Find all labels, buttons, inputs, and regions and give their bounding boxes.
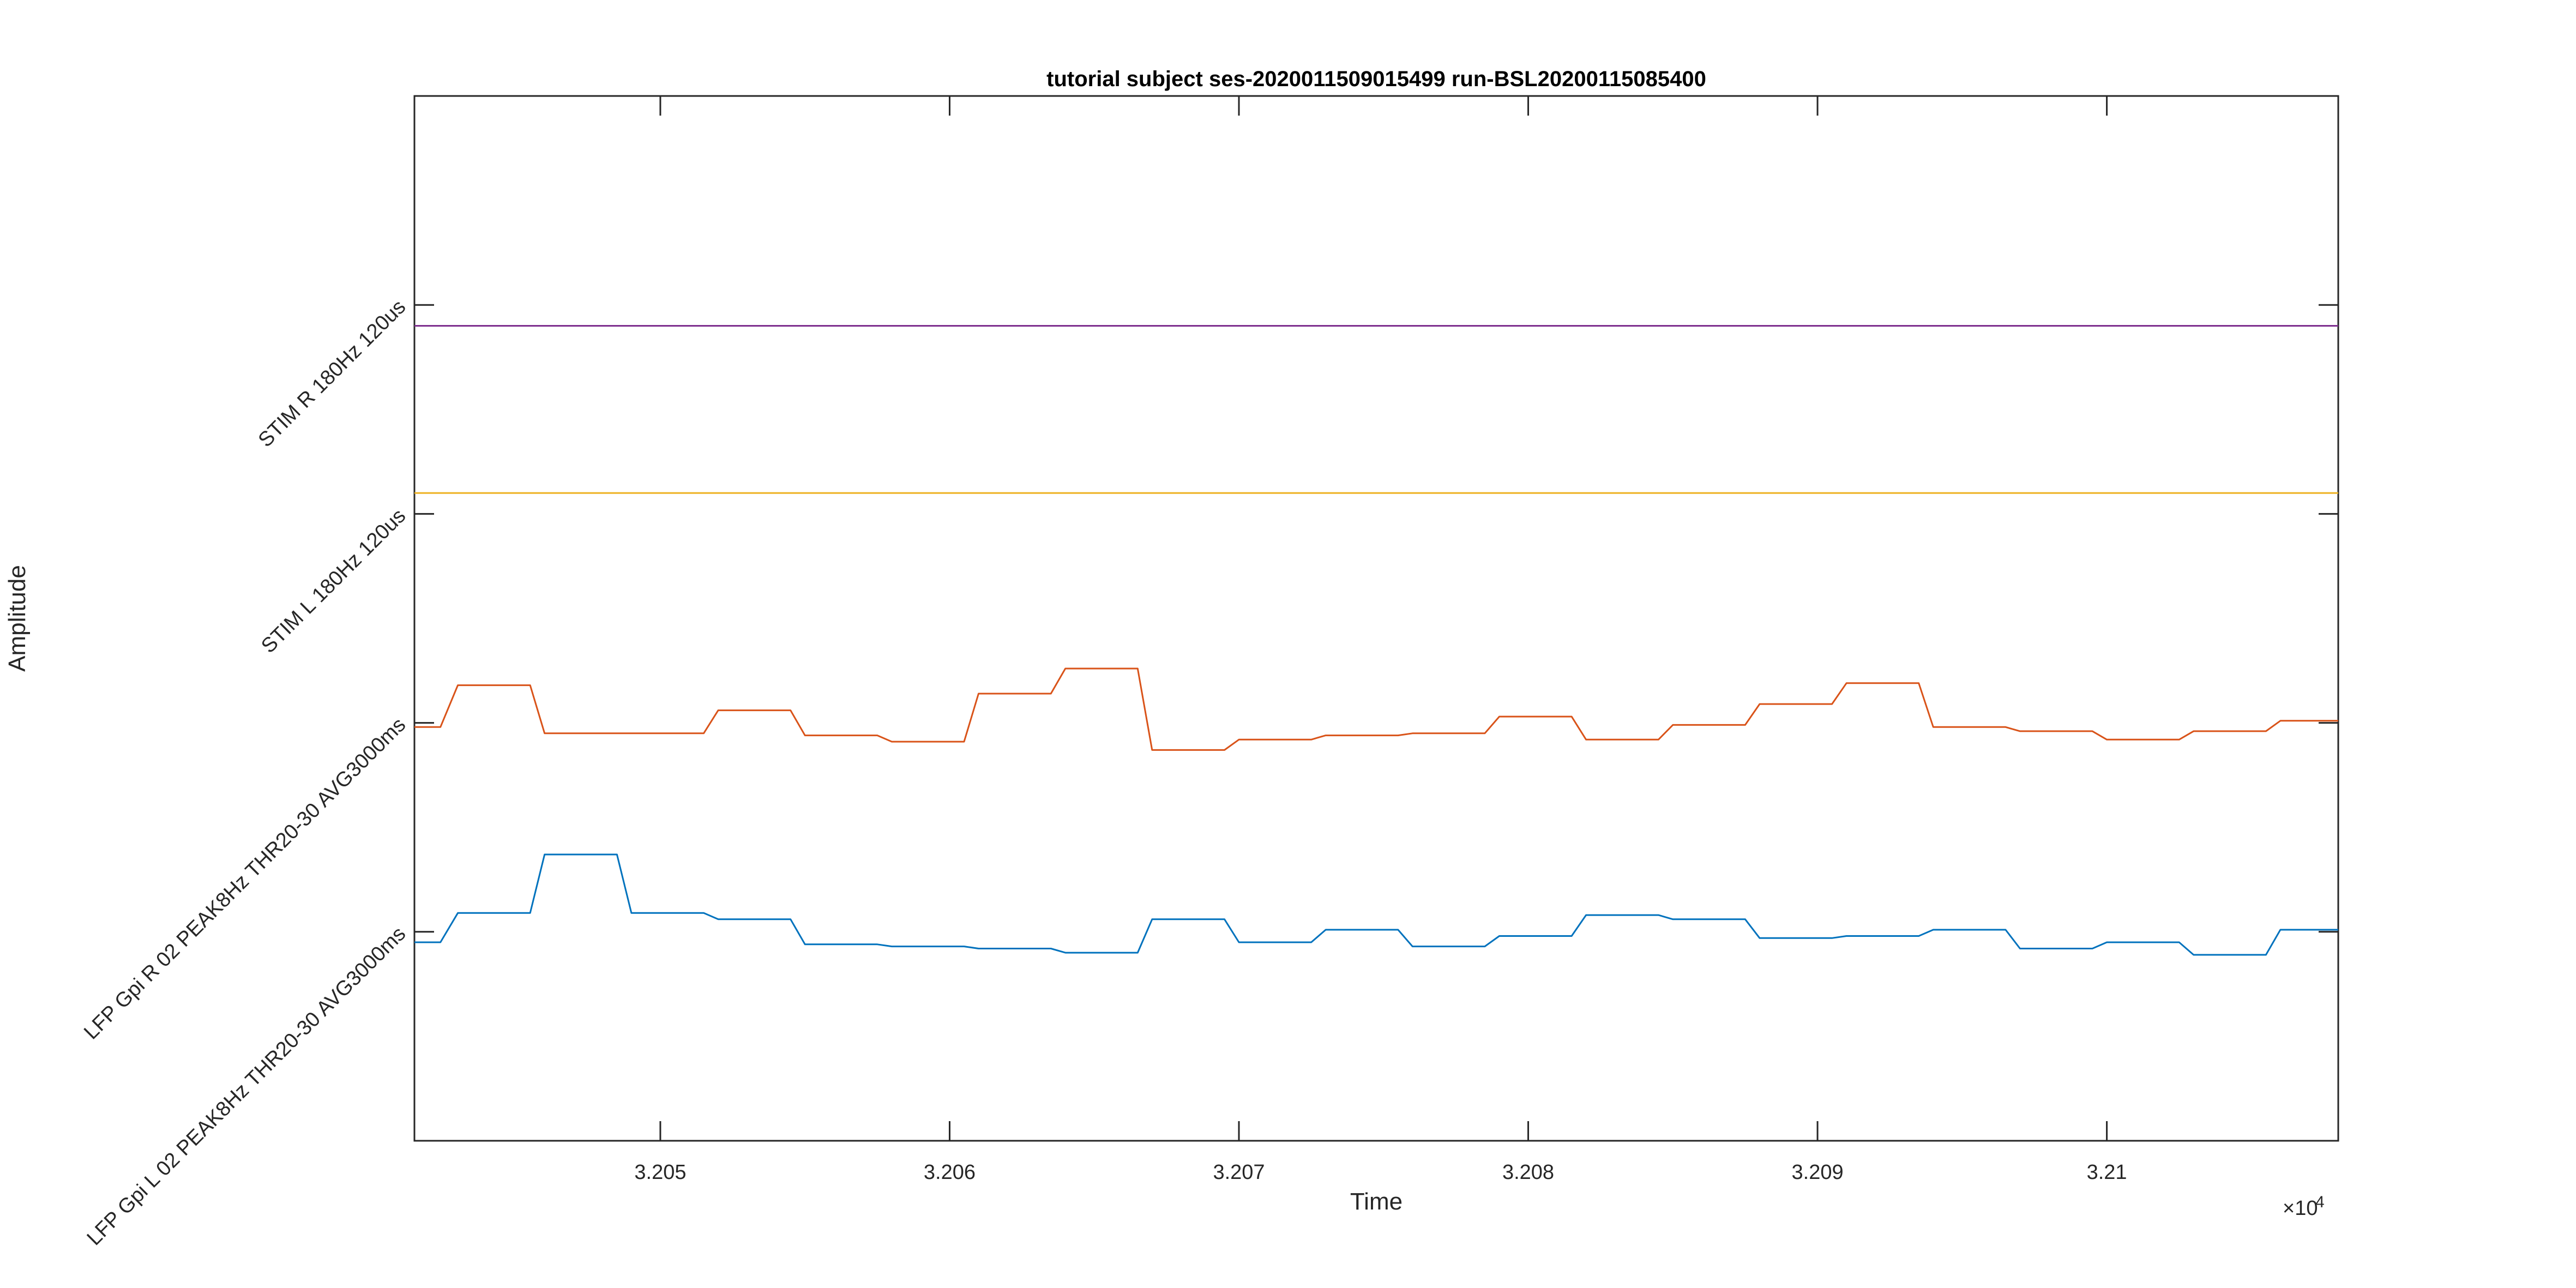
y-axis-label: Amplitude <box>4 565 31 672</box>
chart-title: tutorial subject ses-2020011509015499 ru… <box>1046 67 1706 91</box>
series-line-1 <box>414 853 2338 956</box>
x-axis: 3.205 3.206 3.207 3.208 3.209 3.21 <box>634 96 2127 1184</box>
x-tick-label: 3.207 <box>1213 1161 1265 1184</box>
x-tick-label: 3.206 <box>924 1161 976 1184</box>
x-tick-label: 3.21 <box>2087 1161 2127 1184</box>
x-exponent-power: 4 <box>2315 1193 2325 1211</box>
plot-area <box>413 95 2339 1142</box>
series-line-2 <box>414 667 2338 751</box>
x-tick-label: 3.209 <box>1792 1161 1844 1184</box>
x-exponent-label: ×10 <box>2283 1197 2318 1220</box>
x-axis-label: Time <box>1350 1188 1403 1215</box>
x-tick-label: 3.205 <box>634 1161 686 1184</box>
x-tick-label: 3.208 <box>1502 1161 1554 1184</box>
series-layer <box>414 325 2338 956</box>
